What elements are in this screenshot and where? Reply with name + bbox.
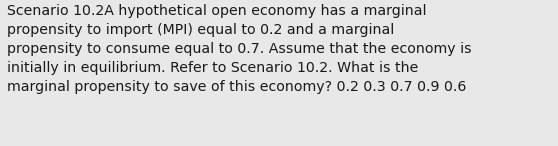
- Text: Scenario 10.2A hypothetical open economy has a marginal
propensity to import (MP: Scenario 10.2A hypothetical open economy…: [7, 4, 472, 94]
